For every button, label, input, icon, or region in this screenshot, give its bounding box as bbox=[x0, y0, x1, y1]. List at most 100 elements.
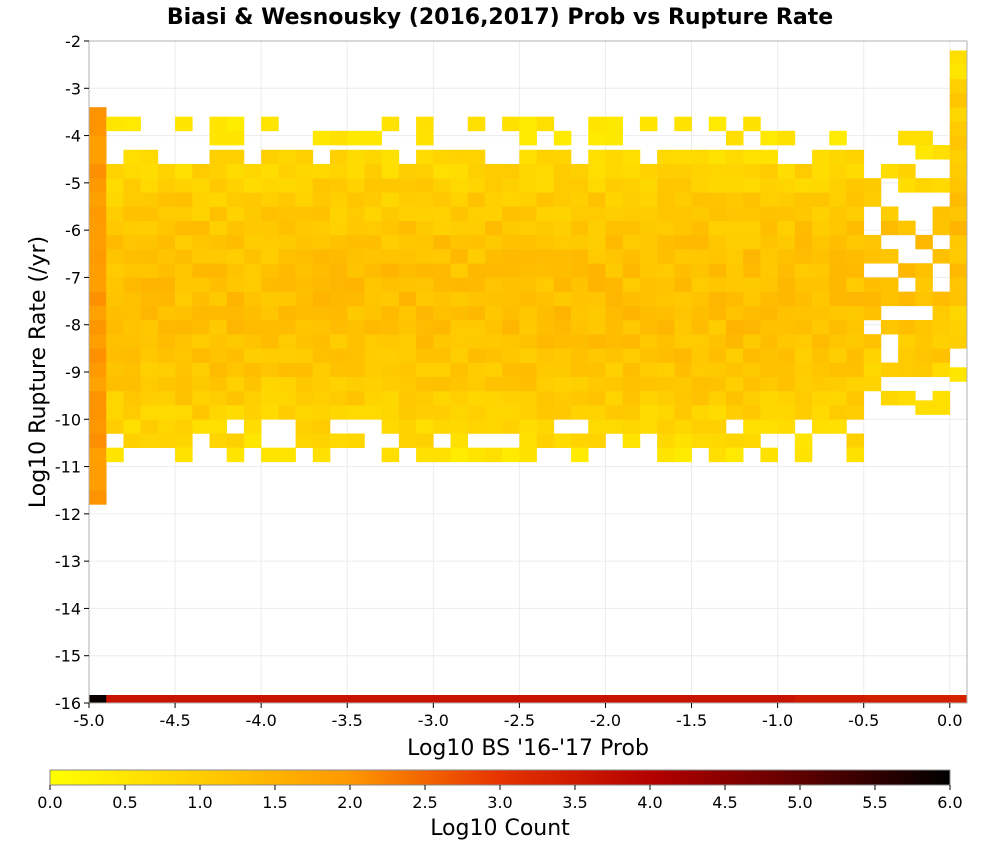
heatmap-cell bbox=[433, 149, 451, 165]
heatmap-cell bbox=[691, 234, 710, 250]
heatmap-cell bbox=[846, 362, 865, 378]
heatmap-cell bbox=[657, 263, 675, 278]
heatmap-cell bbox=[502, 192, 520, 207]
heatmap-cell bbox=[674, 362, 692, 378]
heatmap-cell bbox=[605, 249, 623, 264]
heatmap-cell bbox=[381, 263, 400, 278]
heatmap-cell bbox=[157, 178, 176, 193]
heatmap-cell bbox=[691, 305, 710, 321]
heatmap-cell bbox=[588, 206, 606, 221]
heatmap-cell bbox=[140, 277, 159, 292]
heatmap-cell bbox=[519, 447, 537, 463]
heatmap-cell bbox=[347, 362, 365, 378]
bottom-row-cell bbox=[829, 695, 847, 703]
heatmap-cell bbox=[502, 234, 520, 250]
heatmap-cell bbox=[243, 433, 262, 448]
heatmap-cell bbox=[932, 220, 951, 236]
bottom-row-cell bbox=[588, 695, 606, 703]
heatmap-cell bbox=[261, 334, 279, 349]
heatmap-cell bbox=[209, 405, 228, 420]
x-tick-label: 0.0 bbox=[937, 711, 962, 730]
bottom-row-cell bbox=[657, 695, 675, 703]
heatmap-cell bbox=[278, 263, 296, 278]
heatmap-cell bbox=[106, 277, 124, 292]
heatmap-cell bbox=[450, 348, 469, 363]
heatmap-cell bbox=[450, 263, 469, 278]
heatmap-cell bbox=[708, 220, 727, 236]
heatmap-cell bbox=[243, 419, 262, 434]
heatmap-cell bbox=[123, 277, 141, 292]
heatmap-cell bbox=[484, 263, 503, 278]
bottom-row-cell bbox=[192, 695, 210, 703]
heatmap-cell bbox=[261, 277, 279, 292]
heatmap-cell bbox=[794, 192, 813, 207]
heatmap-cell bbox=[140, 348, 159, 363]
heatmap-cell bbox=[949, 135, 968, 151]
heatmap-cell bbox=[209, 149, 228, 165]
heatmap-cell bbox=[760, 348, 778, 363]
heatmap-cell bbox=[433, 220, 451, 236]
heatmap-cell bbox=[536, 291, 555, 307]
colorbar-tick-label: 6.0 bbox=[937, 793, 962, 812]
heatmap-cell bbox=[571, 447, 589, 463]
heatmap-cell bbox=[553, 362, 572, 378]
bottom-row-cell bbox=[416, 695, 434, 703]
heatmap-cell bbox=[467, 334, 486, 349]
colorbar-tick-label: 1.0 bbox=[187, 793, 212, 812]
heatmap-cell bbox=[278, 149, 296, 165]
heatmap-cell bbox=[622, 277, 641, 292]
heatmap-cell bbox=[364, 305, 382, 321]
bottom-row-cell bbox=[691, 695, 710, 703]
heatmap-cell bbox=[312, 305, 331, 321]
heatmap-cell bbox=[484, 390, 503, 406]
heatmap-cell bbox=[898, 263, 916, 278]
heatmap-cell bbox=[140, 206, 159, 221]
heatmap-cell bbox=[777, 192, 796, 207]
bottom-row-cell bbox=[398, 695, 417, 703]
heatmap-cell bbox=[398, 419, 417, 434]
heatmap-cell bbox=[467, 348, 486, 363]
heatmap-cell bbox=[708, 390, 727, 406]
heatmap-cell bbox=[467, 277, 486, 292]
heatmap-cell bbox=[467, 149, 486, 165]
heatmap-cell bbox=[243, 263, 262, 278]
heatmap-cell bbox=[123, 305, 141, 321]
heatmap-cell bbox=[691, 376, 710, 392]
heatmap-cell bbox=[812, 192, 830, 207]
heatmap-cell bbox=[639, 390, 658, 406]
heatmap-cell bbox=[381, 319, 400, 335]
heatmap-cell bbox=[450, 376, 469, 392]
heatmap-cell bbox=[295, 178, 314, 193]
heatmap-cell bbox=[846, 376, 865, 392]
heatmap-cell bbox=[605, 319, 623, 335]
heatmap-cell bbox=[157, 334, 176, 349]
heatmap-cell bbox=[123, 390, 141, 406]
heatmap-cell bbox=[140, 192, 159, 207]
colorbar-tick-label: 4.0 bbox=[637, 793, 662, 812]
heatmap-cell bbox=[192, 305, 210, 321]
heatmap-cell bbox=[192, 178, 210, 193]
heatmap-cell bbox=[484, 447, 503, 463]
heatmap-cell bbox=[140, 319, 159, 335]
heatmap-cell bbox=[674, 206, 692, 221]
heatmap-cell bbox=[536, 433, 555, 448]
bottom-row-cell bbox=[295, 695, 314, 703]
heatmap-cell bbox=[691, 405, 710, 420]
heatmap-cell bbox=[278, 362, 296, 378]
heatmap-cell bbox=[278, 206, 296, 221]
heatmap-cell bbox=[639, 234, 658, 250]
heatmap-cell bbox=[605, 334, 623, 349]
heatmap-cell bbox=[553, 149, 572, 165]
heatmap-cell bbox=[175, 234, 193, 250]
heatmap-cell bbox=[209, 376, 228, 392]
heatmap-cell bbox=[588, 116, 606, 132]
heatmap-cell bbox=[536, 234, 555, 250]
heatmap-cell bbox=[433, 178, 451, 193]
heatmap-cell bbox=[295, 163, 314, 179]
heatmap-cell bbox=[777, 291, 796, 307]
heatmap-cell bbox=[760, 390, 778, 406]
heatmap-cell bbox=[416, 130, 434, 146]
heatmap-cell bbox=[657, 249, 675, 264]
bottom-row-cell bbox=[639, 695, 658, 703]
colorbar-label: Log10 Count bbox=[430, 816, 570, 841]
